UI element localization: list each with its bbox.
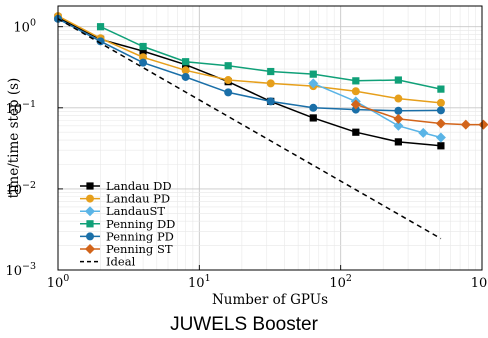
x-tick-base: 10 — [188, 276, 205, 291]
legend-marker-penning-st — [85, 244, 95, 254]
y-tick-exponent: −3 — [22, 261, 36, 272]
data-point-penning-pd — [351, 105, 360, 114]
legend-marker-landaust — [85, 206, 95, 217]
data-point-landau-pd — [266, 79, 275, 88]
data-point-penning-pd — [181, 72, 190, 81]
x-tick-exponent: 0 — [63, 273, 69, 284]
data-point-penning-dd — [352, 77, 360, 85]
series-ideal — [57, 18, 442, 240]
series-line-landau-dd — [57, 16, 441, 147]
data-point-penning-st — [460, 119, 471, 130]
series-group — [54, 12, 488, 240]
data-point-landau-dd — [394, 138, 402, 146]
data-point-penning-dd — [182, 58, 190, 66]
legend-label-penning-pd: Penning PD — [106, 229, 174, 243]
data-point-penning-dd — [437, 85, 445, 93]
series-penning-dd — [96, 23, 445, 93]
data-point-penning-dd — [309, 70, 317, 78]
data-point-penning-dd — [224, 62, 232, 70]
legend-label-landau-pd: Landau PD — [106, 192, 170, 206]
y-tick-label: 100 — [13, 18, 36, 36]
y-tick-exponent: −1 — [22, 99, 36, 110]
data-point-landau-dd — [309, 114, 317, 122]
y-tick-base: 10 — [5, 264, 22, 279]
legend-label-penning-st: Penning ST — [106, 242, 173, 256]
data-point-landau-pd — [436, 98, 445, 107]
data-point-landau-pd — [394, 94, 403, 103]
data-point-penning-dd — [267, 67, 275, 76]
x-tick-exponent: 2 — [346, 273, 352, 284]
series-penning-pd — [54, 14, 445, 115]
y-tick-label: 10−3 — [5, 261, 36, 279]
data-point-penning-pd — [309, 103, 318, 112]
legend-marker-landau-dd — [86, 182, 94, 190]
legend-marker-landau-pd — [86, 194, 94, 203]
x-tick-label: 101 — [188, 273, 211, 291]
y-tick-base: 10 — [5, 183, 22, 198]
series-line-landau-pd — [57, 15, 441, 104]
data-point-landau-pd — [351, 87, 360, 96]
x-tick-exponent: 1 — [205, 273, 211, 284]
data-point-penning-st — [435, 118, 446, 129]
y-tick-exponent: 0 — [30, 18, 36, 29]
data-point-penning-pd — [266, 97, 275, 106]
x-tick-label: 100 — [47, 273, 70, 291]
data-point-landaust — [418, 127, 429, 138]
data-point-penning-dd — [96, 23, 105, 31]
y-tick-label: 10−2 — [5, 180, 36, 198]
data-point-penning-pd — [394, 106, 403, 115]
y-axis-label: time/time step (s) — [6, 78, 22, 199]
x-tick-label: 103 — [471, 273, 488, 291]
y-tick-exponent: −2 — [22, 180, 36, 191]
data-point-landaust — [393, 120, 404, 131]
data-point-penning-dd — [139, 42, 147, 51]
data-point-penning-pd — [436, 106, 445, 115]
data-point-penning-pd — [139, 58, 148, 67]
data-point-penning-st — [393, 113, 404, 124]
series-line-ideal — [57, 18, 442, 240]
data-point-penning-st — [478, 119, 488, 130]
y-tick-base: 10 — [5, 102, 22, 117]
legend-label-ideal: Ideal — [106, 255, 136, 269]
legend-label-penning-dd: Penning DD — [106, 217, 175, 231]
x-axis-label: Number of GPUs — [212, 292, 328, 308]
data-point-landaust — [308, 78, 319, 89]
x-tick-base: 10 — [329, 276, 346, 291]
data-point-landaust — [435, 132, 446, 143]
data-point-landau-dd — [352, 128, 360, 136]
legend-label-landaust: LandauST — [106, 204, 165, 218]
y-tick-base: 10 — [13, 21, 30, 36]
data-point-penning-st — [350, 99, 361, 110]
data-point-landau-pd — [224, 76, 233, 85]
y-tick-label: 10−1 — [5, 99, 36, 117]
data-point-penning-dd — [394, 76, 402, 84]
plot-frame — [57, 5, 483, 271]
x-tick-base: 10 — [47, 276, 64, 291]
data-point-landau-pd — [181, 66, 190, 75]
data-point-landau-dd — [139, 47, 147, 55]
series-line-penning-pd — [57, 18, 441, 112]
series-landaust — [308, 78, 446, 143]
legend-marker-penning-dd — [86, 220, 94, 228]
data-point-penning-pd — [224, 88, 233, 97]
series-landau-pd — [54, 12, 445, 107]
data-point-penning-pd — [96, 37, 105, 46]
x-tick-label: 102 — [329, 273, 352, 291]
chart-caption: JUWELS Booster — [170, 314, 318, 335]
data-point-landau-dd — [437, 142, 445, 150]
series-penning-st — [350, 99, 488, 130]
legend-label-landau-dd: Landau DD — [106, 179, 172, 193]
x-tick-base: 10 — [471, 276, 488, 291]
legend-marker-penning-pd — [86, 232, 94, 241]
